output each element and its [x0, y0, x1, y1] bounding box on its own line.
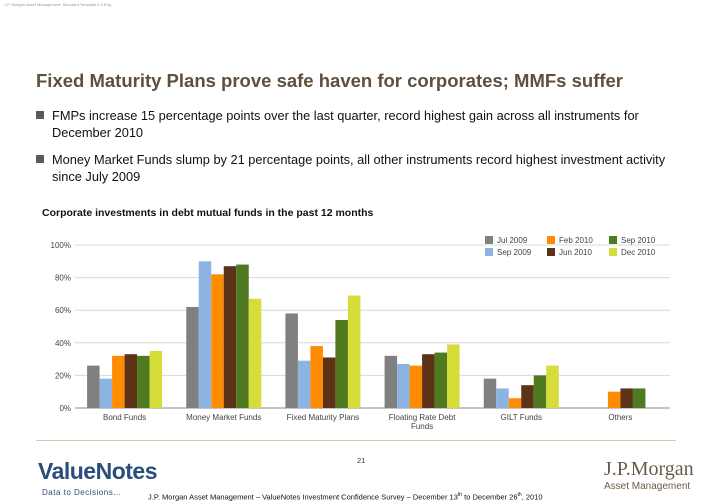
bar	[546, 365, 559, 408]
bullet-text: FMPs increase 15 percentage points over …	[52, 108, 639, 140]
page-number: 21	[357, 456, 366, 465]
bar	[409, 365, 423, 408]
x-tick-label: Floating Rate Debt	[389, 413, 456, 422]
bullet-item: Money Market Funds slump by 21 percentag…	[36, 151, 676, 185]
legend-label: Sep 2009	[497, 248, 532, 257]
valuenotes-logo: ValueNotes	[38, 458, 158, 484]
bar	[99, 378, 113, 408]
bar	[310, 346, 323, 408]
bullet-text: Money Market Funds slump by 21 percentag…	[52, 152, 666, 184]
bar	[112, 355, 125, 408]
bar	[632, 388, 646, 408]
y-tick-label: 0%	[59, 404, 71, 413]
bar	[508, 398, 522, 408]
y-tick-label: 60%	[55, 306, 71, 315]
bar	[137, 355, 150, 408]
jpmorgan-logo-sub: Asset Management	[604, 481, 691, 492]
legend-swatch	[609, 248, 617, 256]
y-tick-label: 40%	[55, 339, 71, 348]
bar	[483, 378, 497, 408]
x-tick-label: Fixed Maturity Plans	[287, 413, 359, 422]
bullet-square-icon	[36, 111, 44, 119]
chart-title: Corporate investments in debt mutual fun…	[42, 207, 374, 219]
bar	[397, 363, 410, 408]
bar	[384, 355, 398, 408]
bar	[322, 357, 336, 408]
bullet-square-icon	[36, 155, 44, 163]
bar	[198, 261, 212, 408]
jpmorgan-logo: J.P.Morgan	[604, 458, 694, 480]
footer-text-main: J.P. Morgan Asset Management – ValueNote…	[148, 492, 458, 502]
bar	[223, 266, 237, 408]
x-tick-label: Bond Funds	[103, 413, 146, 422]
bullet-item: FMPs increase 15 percentage points over …	[36, 107, 676, 141]
footer-text: J.P. Morgan Asset Management – ValueNote…	[148, 492, 543, 502]
bar	[248, 298, 262, 408]
x-tick-label: GILT Funds	[501, 413, 543, 422]
valuenotes-tagline: Data to Decisions...	[42, 488, 122, 497]
bar	[434, 352, 448, 408]
bar	[335, 319, 348, 408]
legend-swatch	[609, 236, 617, 244]
bar	[285, 313, 298, 408]
bar-chart: 0% 20% 40% 60% 80% 100% Bond Funds Money Market…	[51, 236, 670, 431]
bar	[422, 354, 435, 408]
legend-label: Jun 2010	[559, 248, 592, 257]
bar	[496, 388, 509, 408]
bar	[211, 274, 224, 408]
y-tick-label: 80%	[55, 274, 71, 283]
bar	[533, 375, 547, 408]
bullet-list: FMPs increase 15 percentage points over …	[36, 107, 676, 195]
legend-swatch	[547, 248, 555, 256]
legend-label: Sep 2010	[621, 236, 656, 245]
legend-label: Dec 2010	[621, 248, 656, 257]
bar	[186, 306, 199, 408]
bar	[149, 350, 163, 408]
y-tick-label: 100%	[51, 241, 71, 250]
template-note: J.P. Morgan Asset Management: Standard T…	[4, 2, 112, 7]
x-tick-label: Others	[608, 413, 632, 422]
footer-sup: th	[517, 492, 522, 498]
x-tick-label: Money Market Funds	[186, 413, 261, 422]
bar	[447, 344, 460, 408]
footer-sup: th	[457, 492, 463, 498]
bar	[347, 295, 361, 408]
footer-text-mid: to December 26	[462, 492, 518, 502]
bar	[297, 360, 311, 408]
legend-swatch	[485, 248, 493, 256]
bar	[620, 388, 633, 408]
legend-swatch	[547, 236, 555, 244]
x-tick-label: Funds	[411, 422, 433, 431]
legend-label: Jul 2009	[497, 236, 528, 245]
bar	[521, 385, 534, 408]
page-title: Fixed Maturity Plans prove safe haven fo…	[36, 70, 624, 91]
footer-text-end: , 2010	[521, 492, 543, 502]
y-tick-label: 20%	[55, 371, 71, 380]
bar	[236, 264, 249, 408]
bar	[87, 365, 100, 408]
bar	[607, 391, 621, 408]
legend-swatch	[485, 236, 493, 244]
footer-divider	[36, 440, 676, 441]
legend-label: Feb 2010	[559, 236, 593, 245]
bar	[124, 354, 138, 408]
